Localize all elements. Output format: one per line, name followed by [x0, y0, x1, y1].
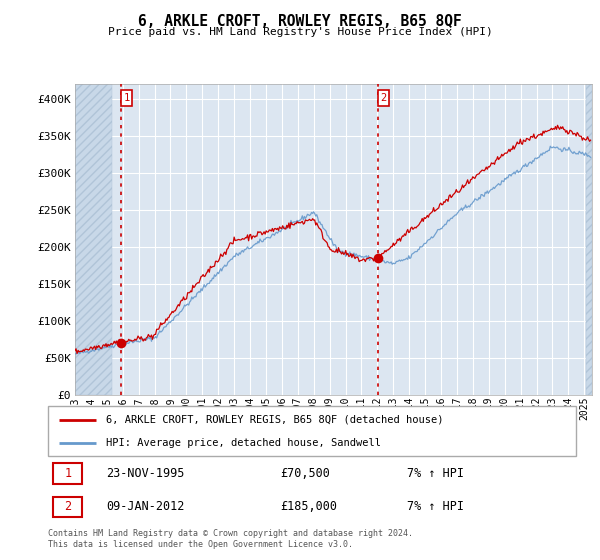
Text: HPI: Average price, detached house, Sandwell: HPI: Average price, detached house, Sand… [106, 438, 381, 448]
Text: 1: 1 [124, 93, 130, 103]
Text: 7% ↑ HPI: 7% ↑ HPI [407, 467, 464, 480]
Text: Contains HM Land Registry data © Crown copyright and database right 2024.
This d: Contains HM Land Registry data © Crown c… [48, 529, 413, 549]
Text: 2: 2 [380, 93, 386, 103]
Text: Price paid vs. HM Land Registry's House Price Index (HPI): Price paid vs. HM Land Registry's House … [107, 27, 493, 37]
Text: 6, ARKLE CROFT, ROWLEY REGIS, B65 8QF: 6, ARKLE CROFT, ROWLEY REGIS, B65 8QF [138, 14, 462, 29]
FancyBboxPatch shape [53, 497, 82, 517]
Text: £70,500: £70,500 [280, 467, 330, 480]
Text: 1: 1 [65, 467, 71, 480]
Text: 23-NOV-1995: 23-NOV-1995 [106, 467, 184, 480]
FancyBboxPatch shape [53, 463, 82, 484]
Bar [75, 84, 112, 395]
Text: 7% ↑ HPI: 7% ↑ HPI [407, 500, 464, 514]
Text: 09-JAN-2012: 09-JAN-2012 [106, 500, 184, 514]
FancyBboxPatch shape [48, 406, 576, 456]
Text: 2: 2 [65, 500, 71, 514]
Text: £185,000: £185,000 [280, 500, 337, 514]
Bar [586, 84, 592, 395]
Text: 6, ARKLE CROFT, ROWLEY REGIS, B65 8QF (detached house): 6, ARKLE CROFT, ROWLEY REGIS, B65 8QF (d… [106, 414, 443, 424]
